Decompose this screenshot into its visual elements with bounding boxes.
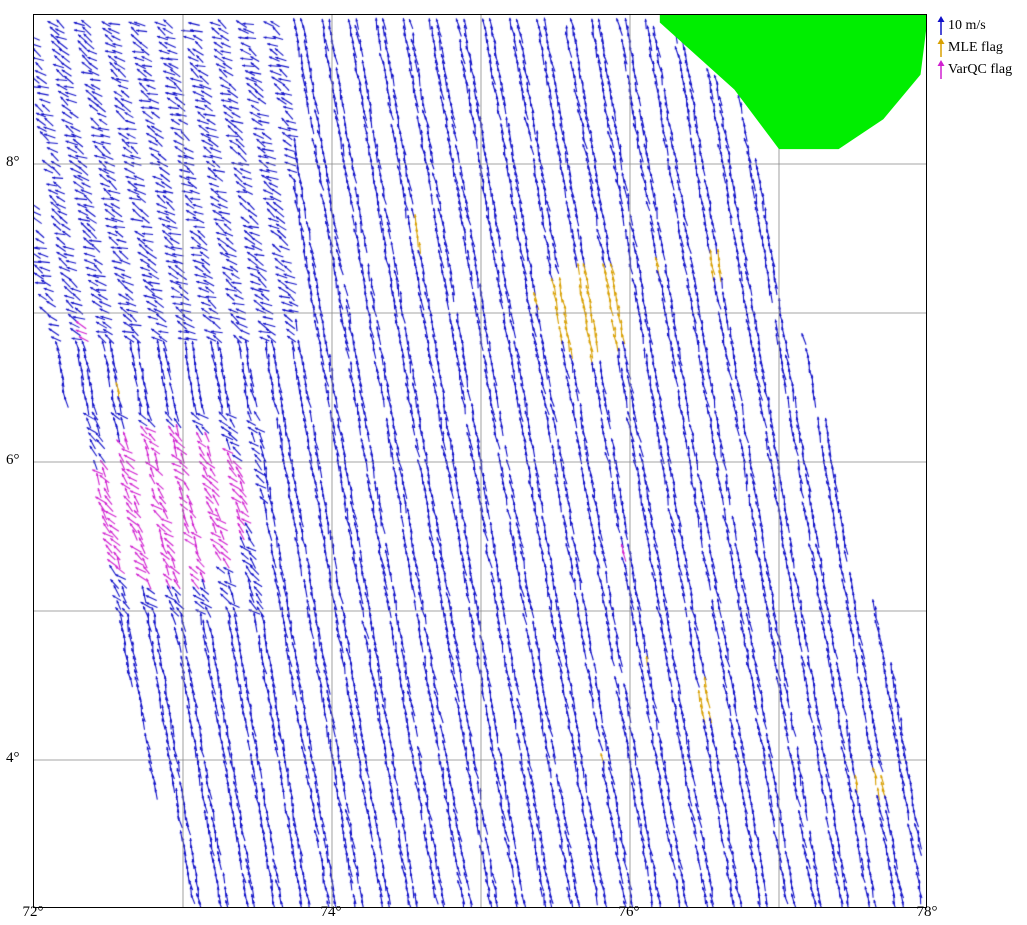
legend-label-10ms: 10 m/s [948,18,986,33]
lon-tick-label-0: 72° [22,904,44,920]
legend-label-mle-flag: MLE flag [948,40,1003,55]
legend-label-varqc-flag: VarQC flag [948,62,1013,77]
legend-item-varqc-flag: VarQC flag [936,60,1026,81]
orange-arrow-icon [937,38,945,57]
lon-tick-label-3: 78° [916,904,938,920]
legend: 10 m/s MLE flag VarQC flag [936,16,1026,82]
magenta-arrow-icon [937,60,945,79]
blue-arrow-icon [937,16,945,35]
lon-tick-label-2: 76° [618,904,640,920]
map-overlay [34,15,926,907]
map-plot-area [33,14,927,908]
lat-tick-label-0: 4° [6,750,20,766]
lat-tick-label-2: 8° [6,154,20,170]
land-mass [659,15,926,150]
lon-tick-label-1: 74° [320,904,342,920]
legend-item-10ms: 10 m/s [936,16,1026,37]
graticule-grid [34,15,926,907]
legend-item-mle-flag: MLE flag [936,38,1026,59]
lat-tick-label-1: 6° [6,452,20,468]
